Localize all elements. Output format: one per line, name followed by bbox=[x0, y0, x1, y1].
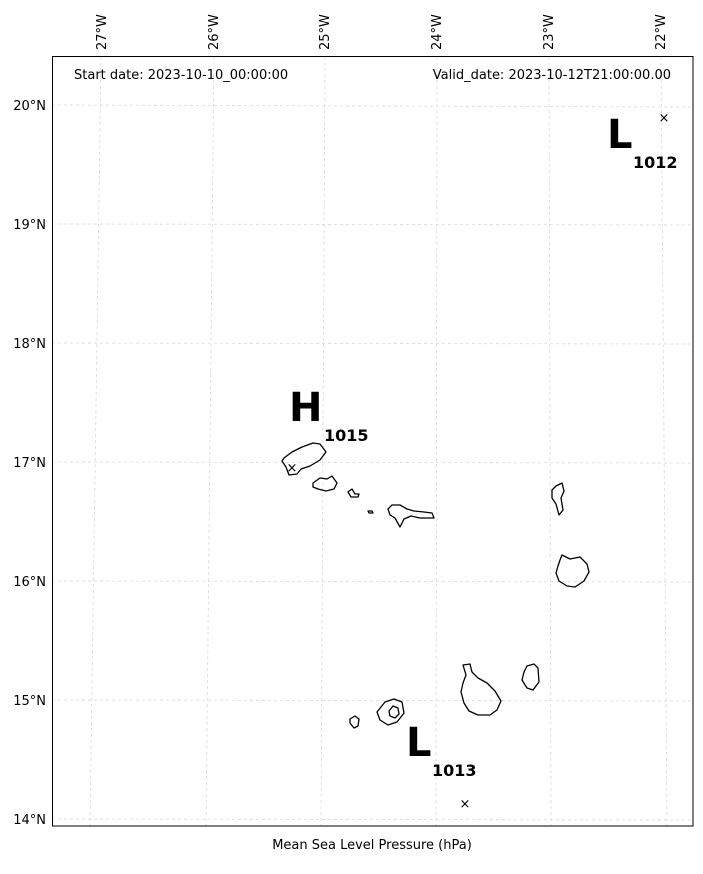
latitude-label: 15°N bbox=[13, 694, 46, 709]
valid-date-label: Valid_date: 2023-10-12T21:00:00.00 bbox=[433, 68, 671, 83]
parallel-15n bbox=[51, 699, 694, 702]
low-letter: L bbox=[406, 720, 432, 766]
map-caption: Mean Sea Level Pressure (hPa) bbox=[272, 838, 472, 853]
longitude-axis: 27°W 26°W 25°W 24°W 23°W 22°W bbox=[95, 14, 669, 50]
latitude-label: 17°N bbox=[13, 456, 46, 471]
latitude-axis: 20°N 19°N 18°N 17°N 16°N 15°N 14°N bbox=[13, 99, 46, 828]
parallel-18n bbox=[51, 342, 694, 345]
island-sao-vicente bbox=[312, 475, 338, 492]
island-brava bbox=[349, 715, 360, 729]
low-center-marker: × bbox=[659, 111, 670, 126]
meridian-22w bbox=[660, 55, 668, 827]
parallel-16n bbox=[51, 580, 694, 583]
latitude-label: 14°N bbox=[13, 813, 46, 828]
meridian-23w bbox=[548, 55, 552, 827]
island-sal bbox=[551, 482, 565, 516]
map-frame bbox=[52, 56, 694, 827]
longitude-label: 26°W bbox=[207, 14, 222, 50]
island-fogo bbox=[376, 698, 405, 726]
latitude-label: 19°N bbox=[13, 218, 46, 233]
island-maio bbox=[521, 663, 540, 691]
island-santiago bbox=[460, 663, 502, 716]
meridian-26w bbox=[205, 55, 215, 827]
island-santa-luzia bbox=[347, 488, 360, 498]
parallel-14n bbox=[51, 818, 694, 821]
low-pressure-value: 1013 bbox=[432, 761, 477, 780]
latitude-label: 18°N bbox=[13, 337, 46, 352]
center-markers: × × × bbox=[287, 111, 670, 812]
island-raso bbox=[367, 510, 374, 514]
parallel-20n bbox=[51, 104, 694, 108]
meridian-27w bbox=[89, 55, 102, 827]
latitude-label: 20°N bbox=[13, 99, 46, 114]
low-letter: L bbox=[607, 112, 633, 158]
pressure-labels: L 1012 H 1015 L 1013 bbox=[289, 112, 678, 780]
island-santo-antao bbox=[281, 442, 327, 476]
start-date-label: Start date: 2023-10-10_00:00:00 bbox=[74, 68, 288, 83]
low-center-marker: × bbox=[460, 797, 471, 812]
high-center-marker: × bbox=[287, 461, 298, 476]
longitude-label: 24°W bbox=[430, 14, 445, 50]
island-fogo-crater bbox=[388, 705, 400, 719]
high-letter: H bbox=[289, 385, 322, 431]
low-pressure-value: 1012 bbox=[633, 153, 678, 172]
longitude-label: 27°W bbox=[95, 14, 110, 50]
latitude-label: 16°N bbox=[13, 575, 46, 590]
parallel-17n bbox=[51, 461, 694, 464]
longitude-label: 22°W bbox=[654, 14, 669, 50]
longitude-label: 25°W bbox=[318, 14, 333, 50]
island-sao-nicolau bbox=[387, 504, 435, 528]
coastlines bbox=[281, 442, 590, 729]
parallel-19n bbox=[51, 223, 694, 226]
meridian-25w bbox=[320, 55, 326, 827]
island-boa-vista bbox=[555, 554, 590, 588]
high-pressure-value: 1015 bbox=[324, 426, 369, 445]
graticule bbox=[51, 55, 694, 827]
meridian-24w bbox=[435, 55, 438, 827]
longitude-label: 23°W bbox=[542, 14, 557, 50]
